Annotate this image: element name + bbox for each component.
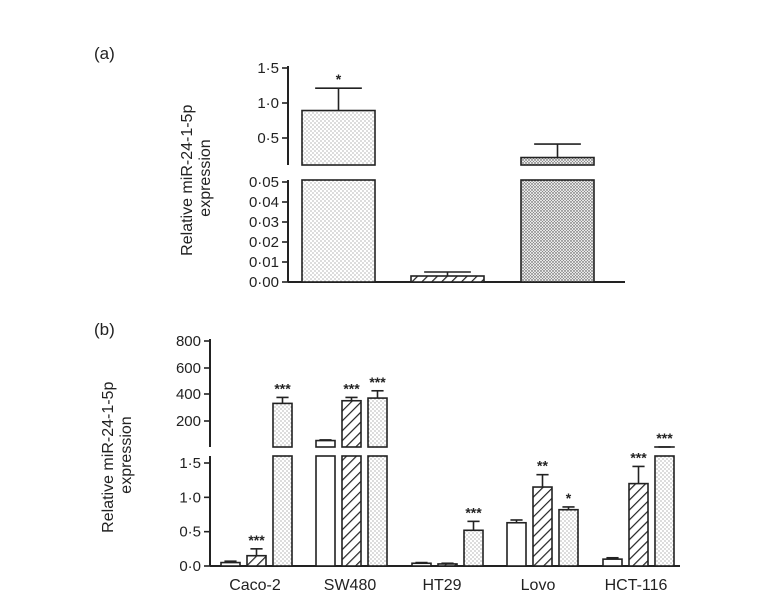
y-tick-label: 0·0 xyxy=(179,558,201,575)
panel-b-ylabel-line1: Relative miR-24-1-5p xyxy=(100,382,117,533)
y-tick-label: 0·04 xyxy=(249,194,279,211)
bar xyxy=(602,558,623,567)
significance-label: *** xyxy=(656,430,673,446)
significance-label: *** xyxy=(274,380,291,396)
y-tick-label: 1·0 xyxy=(257,95,279,112)
bar xyxy=(315,455,336,567)
y-tick-label: 0·5 xyxy=(257,130,279,147)
y-tick-label: 1·5 xyxy=(257,60,279,77)
panel-a-ylabel-line2: expression xyxy=(197,139,214,216)
y-tick-label: 600 xyxy=(176,360,201,377)
y-tick-label: 0·00 xyxy=(249,274,279,291)
bar-upper-segment xyxy=(301,109,376,166)
bar-upper-segment xyxy=(272,402,293,448)
y-tick-label: 800 xyxy=(176,333,201,350)
y-tick-label: 400 xyxy=(176,386,201,403)
significance-label: ** xyxy=(537,458,548,474)
x-category-label: HCT-116 xyxy=(605,577,668,594)
significance-label: * xyxy=(336,71,342,87)
x-category-label: Caco-2 xyxy=(229,577,281,594)
y-tick-label: 0·01 xyxy=(249,254,279,271)
bar xyxy=(654,455,675,567)
significance-label: *** xyxy=(248,532,265,548)
y-tick-label: 200 xyxy=(176,413,201,430)
y-tick-label: 0·03 xyxy=(249,214,279,231)
bar xyxy=(411,562,432,567)
bar-upper-segment xyxy=(520,156,595,166)
x-category-label: Lovo xyxy=(521,577,556,594)
bar xyxy=(410,275,485,283)
y-tick-label: 0·05 xyxy=(249,174,279,191)
bar xyxy=(532,486,553,567)
y-tick-label: 1·0 xyxy=(179,489,201,506)
significance-label: *** xyxy=(465,504,482,520)
panel-a-ylabel-line1: Relative miR-24-1-5p xyxy=(179,105,196,256)
y-tick-label: 0·02 xyxy=(249,234,279,251)
bar xyxy=(437,563,458,567)
bar xyxy=(341,455,362,567)
significance-label: *** xyxy=(369,374,386,390)
significance-label: *** xyxy=(630,449,647,465)
bar xyxy=(272,455,293,567)
bar xyxy=(628,482,649,567)
panel-a-label: (a) xyxy=(94,44,115,63)
bar xyxy=(367,455,388,567)
y-tick-label: 0·5 xyxy=(179,524,201,541)
x-category-label: SW480 xyxy=(324,577,377,594)
panel-a-ylabel: Relative miR-24-1-5p expression xyxy=(179,100,214,256)
bar-upper-segment xyxy=(367,397,388,448)
significance-label: *** xyxy=(343,380,360,396)
bar xyxy=(520,179,595,283)
bar xyxy=(301,179,376,283)
panel-b-label: (b) xyxy=(94,320,115,339)
significance-label: * xyxy=(566,490,572,506)
panel-a-chart: 0·00 0·01 0·02 0·03 0·04 0·05 0·5 1·0 1·5 * xyxy=(249,60,625,291)
x-category-label: HT29 xyxy=(422,577,461,594)
bar-upper-segment xyxy=(341,399,362,448)
bar xyxy=(246,554,267,567)
y-tick-label: 1·5 xyxy=(179,455,201,472)
panel-b-ylabel-line2: expression xyxy=(118,416,135,493)
bar-upper-segment xyxy=(315,439,336,448)
bar xyxy=(463,529,484,567)
panel-b-ylabel: Relative miR-24-1-5p expression xyxy=(100,377,135,533)
bar xyxy=(558,508,579,567)
bar xyxy=(506,521,527,567)
bar xyxy=(220,561,241,567)
